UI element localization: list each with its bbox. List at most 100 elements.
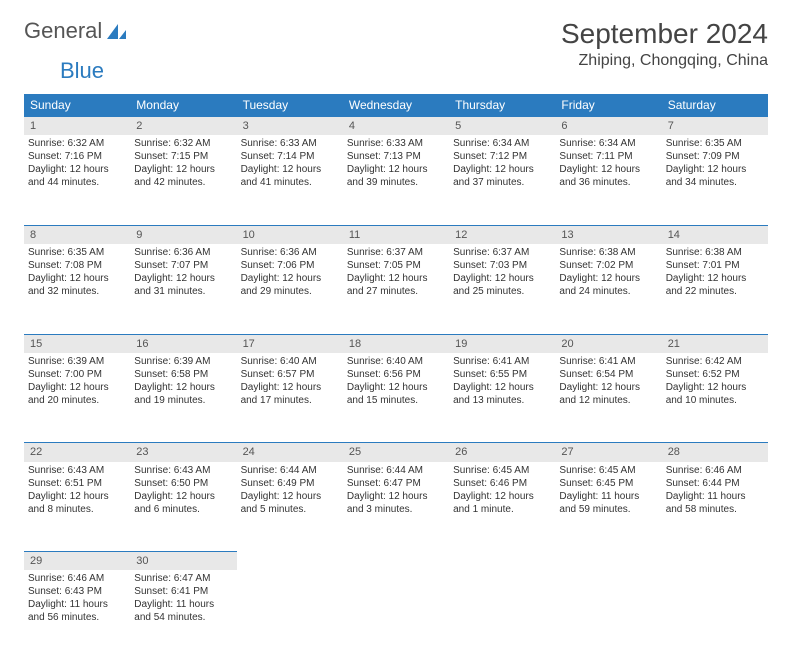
sunrise-line: Sunrise: 6:43 AM	[134, 464, 232, 477]
daylight-line: and 29 minutes.	[241, 285, 339, 298]
day-number-cell: 28	[662, 443, 768, 462]
calendar-table: Sunday Monday Tuesday Wednesday Thursday…	[24, 94, 768, 660]
sunset-line: Sunset: 6:52 PM	[666, 368, 764, 381]
day-content-cell: Sunrise: 6:38 AMSunset: 7:01 PMDaylight:…	[662, 244, 768, 334]
sunset-line: Sunset: 6:46 PM	[453, 477, 551, 490]
sunset-line: Sunset: 7:13 PM	[347, 150, 445, 163]
sunset-line: Sunset: 6:44 PM	[666, 477, 764, 490]
daylight-line: and 37 minutes.	[453, 176, 551, 189]
sunrise-line: Sunrise: 6:40 AM	[241, 355, 339, 368]
day-number-cell: 27	[555, 443, 661, 462]
daylight-line: and 32 minutes.	[28, 285, 126, 298]
day-header: Monday	[130, 94, 236, 117]
daylight-line: Daylight: 12 hours	[134, 381, 232, 394]
day-number-cell	[237, 552, 343, 571]
daylight-line: Daylight: 12 hours	[241, 272, 339, 285]
daylight-line: Daylight: 12 hours	[241, 163, 339, 176]
sunset-line: Sunset: 7:08 PM	[28, 259, 126, 272]
daylight-line: Daylight: 12 hours	[241, 490, 339, 503]
logo: General	[24, 18, 128, 44]
day-number-cell: 8	[24, 225, 130, 244]
sunrise-line: Sunrise: 6:46 AM	[666, 464, 764, 477]
day-content-cell: Sunrise: 6:36 AMSunset: 7:07 PMDaylight:…	[130, 244, 236, 334]
daylight-line: and 34 minutes.	[666, 176, 764, 189]
day-number-row: 1234567	[24, 117, 768, 136]
day-number-cell: 5	[449, 117, 555, 136]
day-content-cell: Sunrise: 6:35 AMSunset: 7:08 PMDaylight:…	[24, 244, 130, 334]
sunset-line: Sunset: 6:56 PM	[347, 368, 445, 381]
day-content-cell: Sunrise: 6:35 AMSunset: 7:09 PMDaylight:…	[662, 135, 768, 225]
day-number-cell: 12	[449, 225, 555, 244]
day-content-cell: Sunrise: 6:41 AMSunset: 6:55 PMDaylight:…	[449, 353, 555, 443]
day-header: Friday	[555, 94, 661, 117]
sunrise-line: Sunrise: 6:34 AM	[559, 137, 657, 150]
logo-sail-icon	[106, 22, 128, 40]
daylight-line: Daylight: 12 hours	[453, 490, 551, 503]
daylight-line: and 25 minutes.	[453, 285, 551, 298]
sunset-line: Sunset: 6:50 PM	[134, 477, 232, 490]
day-number-cell: 22	[24, 443, 130, 462]
daylight-line: and 31 minutes.	[134, 285, 232, 298]
sunrise-line: Sunrise: 6:35 AM	[28, 246, 126, 259]
daylight-line: Daylight: 12 hours	[559, 381, 657, 394]
day-content-cell: Sunrise: 6:32 AMSunset: 7:16 PMDaylight:…	[24, 135, 130, 225]
sunset-line: Sunset: 7:01 PM	[666, 259, 764, 272]
sunrise-line: Sunrise: 6:33 AM	[347, 137, 445, 150]
day-content-cell: Sunrise: 6:37 AMSunset: 7:03 PMDaylight:…	[449, 244, 555, 334]
day-number-cell: 11	[343, 225, 449, 244]
daylight-line: Daylight: 12 hours	[453, 272, 551, 285]
day-content-row: Sunrise: 6:32 AMSunset: 7:16 PMDaylight:…	[24, 135, 768, 225]
sunset-line: Sunset: 7:16 PM	[28, 150, 126, 163]
day-number-cell: 17	[237, 334, 343, 353]
day-content-row: Sunrise: 6:39 AMSunset: 7:00 PM Daylight:…	[24, 353, 768, 443]
daylight-line: Daylight: 12 hours	[241, 381, 339, 394]
day-number-cell: 29	[24, 552, 130, 571]
daylight-line: and 54 minutes.	[134, 611, 232, 624]
day-number-cell: 4	[343, 117, 449, 136]
day-content-cell: Sunrise: 6:40 AMSunset: 6:56 PMDaylight:…	[343, 353, 449, 443]
day-content-cell: Sunrise: 6:45 AMSunset: 6:46 PMDaylight:…	[449, 462, 555, 552]
daylight-line: and 22 minutes.	[666, 285, 764, 298]
daylight-line: and 15 minutes.	[347, 394, 445, 407]
sunset-line: Sunset: 7:00 PM	[28, 368, 126, 381]
daylight-line: Daylight: 12 hours	[134, 272, 232, 285]
sunset-line: Sunset: 6:55 PM	[453, 368, 551, 381]
day-number-cell: 14	[662, 225, 768, 244]
sunrise-line: Sunrise: 6:39 AM	[28, 355, 126, 368]
day-number-cell	[662, 552, 768, 571]
title-block: September 2024 Zhiping, Chongqing, China	[561, 18, 768, 70]
sunset-line: Sunset: 7:11 PM	[559, 150, 657, 163]
day-number-cell: 23	[130, 443, 236, 462]
sunset-line: Sunset: 7:09 PM	[666, 150, 764, 163]
daylight-line: and 5 minutes.	[241, 503, 339, 516]
day-content-cell: Sunrise: 6:42 AMSunset: 6:52 PMDaylight:…	[662, 353, 768, 443]
day-number-cell: 21	[662, 334, 768, 353]
daylight-line: and 24 minutes.	[559, 285, 657, 298]
sunrise-line: Sunrise: 6:38 AM	[559, 246, 657, 259]
sunrise-line: Sunrise: 6:43 AM	[28, 464, 126, 477]
daylight-line: Daylight: 12 hours	[28, 490, 126, 503]
daylight-line: and 42 minutes.	[134, 176, 232, 189]
day-content-cell: Sunrise: 6:43 AMSunset: 6:50 PMDaylight:…	[130, 462, 236, 552]
day-content-cell: Sunrise: 6:40 AMSunset: 6:57 PMDaylight:…	[237, 353, 343, 443]
month-title: September 2024	[561, 18, 768, 50]
day-content-row: Sunrise: 6:43 AMSunset: 6:51 PMDaylight:…	[24, 462, 768, 552]
sunset-line: Sunset: 6:43 PM	[28, 585, 126, 598]
daylight-line: and 17 minutes.	[241, 394, 339, 407]
daylight-line: and 59 minutes.	[559, 503, 657, 516]
day-header: Tuesday	[237, 94, 343, 117]
daylight-line: Daylight: 12 hours	[134, 163, 232, 176]
logo-text-2: Blue	[60, 58, 104, 83]
day-content-cell: Sunrise: 6:44 AMSunset: 6:49 PMDaylight:…	[237, 462, 343, 552]
day-header-row: Sunday Monday Tuesday Wednesday Thursday…	[24, 94, 768, 117]
day-content-cell	[343, 570, 449, 660]
sunrise-line: Sunrise: 6:41 AM	[559, 355, 657, 368]
day-content-cell: Sunrise: 6:39 AMSunset: 6:58 PMDaylight:…	[130, 353, 236, 443]
sunset-line: Sunset: 6:49 PM	[241, 477, 339, 490]
daylight-line: and 6 minutes.	[134, 503, 232, 516]
daylight-line: Daylight: 12 hours	[28, 272, 126, 285]
daylight-line: and 3 minutes.	[347, 503, 445, 516]
sunrise-line: Sunrise: 6:47 AM	[134, 572, 232, 585]
daylight-line: and 1 minute.	[453, 503, 551, 516]
daylight-line: Daylight: 11 hours	[559, 490, 657, 503]
